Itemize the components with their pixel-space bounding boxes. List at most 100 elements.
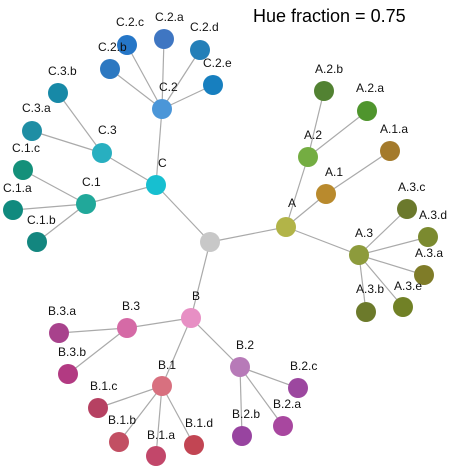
node-B — [181, 308, 201, 328]
node-label-B-3: B.3 — [122, 299, 140, 313]
node-B-3-a — [49, 323, 69, 343]
node-A-3-e — [393, 297, 413, 317]
node-B-1-b — [109, 432, 129, 452]
node-label-B-1: B.1 — [158, 358, 176, 372]
edge-root-A — [209, 226, 287, 243]
node-label-A-1: A.1 — [325, 165, 343, 179]
node-C-3 — [92, 143, 112, 163]
node-C-2-e — [203, 75, 223, 95]
node-C-2-a — [154, 29, 174, 49]
node-label-A-3-d: A.3.d — [419, 208, 447, 222]
node-C — [146, 175, 166, 195]
node-B-2-c — [288, 378, 308, 398]
edge-A-A.3 — [285, 226, 360, 256]
node-A-1-a — [380, 141, 400, 161]
node-label-A: A — [288, 196, 296, 210]
node-label-B-2-c: B.2.c — [290, 359, 317, 373]
node-A-3-d — [418, 227, 438, 247]
node-label-C-2-c: C.2.c — [116, 15, 144, 29]
node-label-B: B — [192, 289, 200, 303]
node-label-A-3: A.3 — [355, 226, 373, 240]
node-B-3-b — [58, 364, 78, 384]
node-label-C-2-e: C.2.e — [203, 56, 232, 70]
edge-C.2-C.2.a — [161, 38, 165, 110]
node-label-A-3-e: A.3.e — [394, 279, 422, 293]
edge-C.1-C.1.a — [12, 203, 87, 211]
diagram-title: Hue fraction = 0.75 — [253, 6, 406, 26]
node-label-B-3-b: B.3.b — [58, 345, 86, 359]
edge-A.3-A.3.e — [358, 254, 404, 308]
node-A-1 — [316, 184, 336, 204]
node-C-1 — [76, 194, 96, 214]
edge-B.1-B.1.a — [155, 385, 163, 457]
node-label-C-1-b: C.1.b — [27, 213, 56, 227]
node-A-3-b — [356, 302, 376, 322]
edge-A.2-A.2.a — [307, 110, 368, 158]
edge-B-B.3 — [126, 317, 192, 329]
label-layer: A A.1 A.1.a A.2 A.2.a A.2.b A.3 A.3.a A.3.b A.3.c… — [3, 10, 447, 442]
edge-B.1-B.1.c — [97, 385, 163, 409]
node-label-C-3-a: C.3.a — [22, 101, 51, 115]
edge-B.1-B.1.d — [161, 385, 195, 446]
node-root — [200, 232, 220, 252]
node-label-C-2: C.2 — [159, 80, 178, 94]
edge-C.1-C.1.c — [22, 169, 87, 205]
edge-A.2-A.2.b — [307, 90, 325, 158]
node-B-3 — [117, 318, 137, 338]
edge-A.3-A.3.a — [358, 254, 425, 276]
edge-A.3-A.3.d — [358, 236, 429, 256]
edge-B.3-B.3.a — [58, 327, 128, 334]
node-B-2-a — [273, 416, 293, 436]
edge-C.1-C.1.b — [36, 203, 87, 243]
edge-B.3-B.3.b — [67, 327, 128, 375]
edge-B.2-B.2.a — [239, 366, 284, 427]
edge-root-B — [190, 241, 211, 319]
node-A-3 — [349, 245, 369, 265]
node-label-C-1-a: C.1.a — [3, 181, 32, 195]
edge-C.3-C.3.a — [31, 130, 103, 154]
edge-A-A.2 — [285, 156, 309, 228]
node-B-1-a — [146, 446, 166, 466]
node-A — [276, 217, 296, 237]
node-label-C: C — [158, 156, 167, 170]
node-B-1-c — [88, 398, 108, 418]
node-A-3-c — [397, 199, 417, 219]
node-label-B-2: B.2 — [236, 338, 254, 352]
edge-B.1-B.1.b — [118, 385, 163, 443]
node-C-2-b — [100, 59, 120, 79]
edge-B.2-B.2.c — [239, 366, 299, 389]
edge-B.2-B.2.b — [239, 366, 243, 437]
node-layer — [3, 29, 438, 466]
node-C-1-a — [3, 200, 23, 220]
edge-C-C.3 — [101, 152, 157, 186]
node-C-2 — [152, 99, 172, 119]
edge-C.3-C.3.b — [57, 92, 103, 154]
node-B-2-b — [232, 426, 252, 446]
node-C-3-b — [48, 83, 68, 103]
node-B-2 — [230, 357, 250, 377]
node-A-2 — [298, 147, 318, 167]
node-label-A-3-b: A.3.b — [356, 282, 384, 296]
node-label-C-3: C.3 — [98, 123, 117, 137]
node-C-1-b — [27, 232, 47, 252]
edge-root-C — [155, 184, 211, 243]
edge-C.2-C.2.b — [109, 68, 163, 110]
edge-C.2-C.2.c — [126, 44, 163, 110]
node-B-1-d — [184, 435, 204, 455]
node-label-A-2: A.2 — [304, 128, 322, 142]
node-B-1 — [152, 376, 172, 396]
node-label-A-3-c: A.3.c — [398, 180, 425, 194]
node-label-B-2-a: B.2.a — [273, 397, 301, 411]
node-label-A-3-a: A.3.a — [415, 246, 443, 260]
node-C-2-c — [117, 35, 137, 55]
edge-C.2-C.2.d — [161, 49, 201, 110]
edge-B-B.1 — [161, 317, 192, 387]
node-label-A-1-a: A.1.a — [380, 122, 408, 136]
node-label-C-2-b: C.2.b — [98, 40, 127, 54]
node-A-3-a — [414, 265, 434, 285]
node-label-B-1-b: B.1.b — [108, 413, 136, 427]
edge-A.3-A.3.c — [358, 208, 408, 256]
node-label-B-1-d: B.1.d — [185, 416, 213, 430]
node-label-C-2-a: C.2.a — [155, 10, 184, 24]
